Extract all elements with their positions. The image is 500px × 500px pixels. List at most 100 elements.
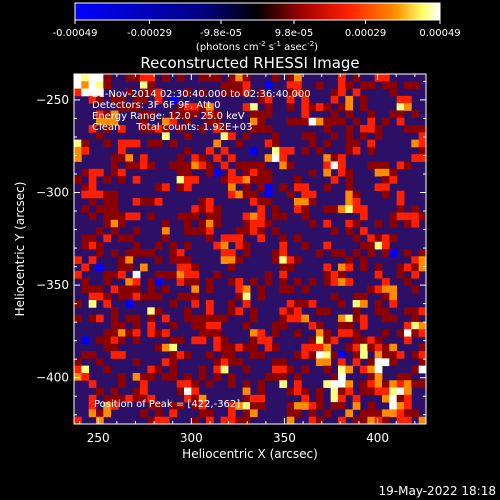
- heatmap-cell: [294, 314, 302, 323]
- heatmap-cell: [352, 205, 361, 213]
- heatmap-cell: [81, 183, 90, 192]
- heatmap-cell: [176, 351, 185, 359]
- heatmap-cell: [206, 416, 214, 424]
- heatmap-cell: [242, 416, 251, 424]
- heatmap-cell: [242, 365, 251, 374]
- heatmap-cell: [235, 139, 244, 148]
- heatmap-cell: [323, 329, 332, 337]
- heatmap-cell: [147, 197, 156, 206]
- colorbar-tick-label: 0.00049: [419, 28, 460, 39]
- heatmap-cell: [257, 125, 266, 133]
- heatmap-cell: [235, 227, 244, 235]
- heatmap-cell: [118, 372, 126, 381]
- heatmap-cell: [338, 387, 346, 396]
- heatmap-cell: [272, 212, 280, 221]
- heatmap-cell: [191, 314, 200, 323]
- heatmap-cell: [316, 416, 324, 424]
- heatmap-cell: [213, 154, 222, 162]
- heatmap-cell: [96, 292, 104, 301]
- heatmap-cell: [191, 110, 200, 119]
- heatmap-cell: [382, 314, 390, 323]
- heatmap-cell: [125, 139, 134, 148]
- heatmap-cell: [235, 88, 244, 97]
- heatmap-cell: [125, 292, 134, 301]
- heatmap-cell: [184, 117, 192, 126]
- heatmap-cell: [154, 125, 163, 133]
- heatmap-cell: [389, 168, 398, 177]
- heatmap-cell: [110, 285, 119, 294]
- heatmap-cell: [184, 278, 192, 286]
- heatmap-cell: [110, 336, 119, 345]
- heatmap-cell: [352, 139, 361, 148]
- heatmap-cell: [110, 270, 119, 279]
- heatmap-cell: [279, 263, 288, 272]
- heatmap-cell: [279, 358, 288, 367]
- heatmap-cell: [206, 329, 214, 337]
- heatmap-cell: [279, 314, 288, 323]
- heatmap-cell: [191, 292, 200, 301]
- heatmap-cell: [147, 314, 156, 323]
- heatmap-cell: [125, 212, 134, 221]
- heatmap-cell: [74, 74, 82, 82]
- heatmap-cell: [110, 227, 119, 235]
- heatmap-cell: [352, 146, 361, 155]
- heatmap-cell: [345, 227, 354, 235]
- heatmap-cell: [132, 394, 141, 403]
- plot-frame: [73, 73, 427, 425]
- heatmap-cell: [154, 139, 163, 148]
- heatmap-cell: [352, 314, 361, 323]
- heatmap-cell: [140, 372, 148, 381]
- heatmap-cell: [176, 263, 185, 272]
- heatmap-cell: [330, 394, 339, 403]
- heatmap-cell: [352, 234, 361, 243]
- heatmap-cell: [374, 307, 383, 316]
- heatmap-cell: [206, 307, 214, 316]
- heatmap-cell: [132, 212, 141, 221]
- heatmap-cell: [308, 416, 317, 424]
- heatmap-cell: [323, 336, 332, 345]
- heatmap-cell: [184, 183, 192, 192]
- heatmap-cell: [169, 372, 178, 381]
- heatmap-cell: [147, 329, 156, 337]
- heatmap-cell: [140, 88, 148, 97]
- heatmap-cell: [228, 81, 236, 89]
- heatmap-cell: [323, 161, 332, 170]
- heatmap-cell: [184, 132, 192, 141]
- heatmap-cell: [220, 146, 229, 155]
- heatmap-cell: [418, 154, 426, 162]
- heatmap-cell: [286, 409, 295, 418]
- heatmap-cell: [411, 212, 420, 221]
- heatmap-cell: [279, 270, 288, 279]
- colorbar-unit-label: (photons cm-2 s-1 asec-2): [196, 40, 318, 53]
- heatmap-cell: [279, 234, 288, 243]
- heatmap-cell: [198, 409, 207, 418]
- heatmap-cell: [242, 183, 251, 192]
- heatmap-cell: [242, 190, 251, 199]
- heatmap-cell: [242, 212, 251, 221]
- heatmap-cell: [352, 292, 361, 301]
- heatmap-cell: [404, 103, 412, 111]
- heatmap-cell: [279, 365, 288, 374]
- heatmap-cell: [308, 343, 317, 352]
- heatmap-cell: [162, 125, 170, 133]
- heatmap-cell: [242, 380, 251, 388]
- heatmap-cell: [389, 110, 398, 119]
- heatmap-cell: [140, 95, 148, 104]
- heatmap-cell: [147, 139, 156, 148]
- heatmap-cell: [162, 183, 170, 192]
- heatmap-cell: [330, 270, 339, 279]
- heatmap-cell: [140, 117, 148, 126]
- heatmap-cell: [323, 103, 332, 111]
- heatmap-cell: [103, 190, 112, 199]
- heatmap-cell: [213, 358, 222, 367]
- heatmap-cell: [220, 88, 229, 97]
- heatmap-cell: [132, 278, 141, 286]
- heatmap-cell: [220, 132, 229, 141]
- heatmap-cell: [169, 110, 178, 119]
- heatmap-cell: [272, 321, 280, 330]
- heatmap-cell: [418, 358, 426, 367]
- heatmap-cell: [74, 358, 82, 367]
- heatmap-cell: [176, 270, 185, 279]
- info-line-energy: Energy Range: 12.0 - 25.0 keV: [92, 111, 245, 122]
- heatmap-cell: [235, 292, 244, 301]
